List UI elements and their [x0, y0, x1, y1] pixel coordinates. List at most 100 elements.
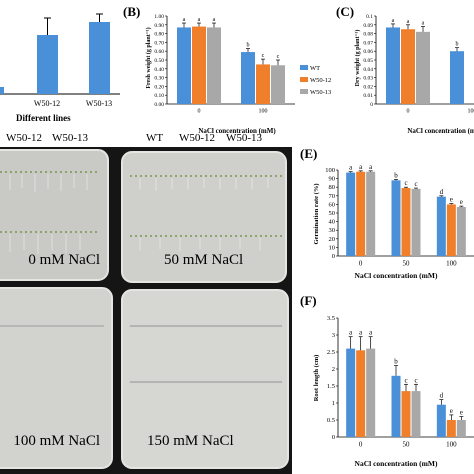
significance-letter: c — [404, 179, 407, 187]
y-tick-label: 10 — [329, 244, 336, 251]
y-tick-label: 0.10 — [154, 93, 164, 99]
bar-w50-12 — [446, 420, 456, 437]
significance-letter: b — [394, 171, 398, 179]
y-tick-label: 0.06 — [363, 49, 373, 55]
petri-plate — [121, 289, 289, 469]
panel-c: (C) Dry weight (g plant⁻¹) NaCl concentr… — [336, 4, 474, 135]
panel-e: (E) Germination rate (%) NaCl concentrat… — [300, 146, 474, 280]
bar-w50-12 — [356, 350, 366, 437]
x-tick-label: 0 — [198, 109, 201, 115]
panel-b-plot: 0.00 0.10 0.20 0.30 0.40 0.50 0.60 0.70 0.80 0.90… — [154, 14, 295, 115]
bar-w50-12 — [446, 204, 456, 256]
significance-letter: a — [407, 19, 410, 25]
significance-letter: d — [440, 188, 444, 196]
panel-c-ylabel: Dry weight (g plant⁻¹) — [354, 30, 361, 87]
panel-e-ylabel: Germination rate (%) — [313, 183, 320, 244]
panel-letter: (B) — [123, 4, 140, 19]
legend-label-w50-12: W50-12 — [310, 77, 331, 84]
y-tick-label: 0.80 — [154, 32, 164, 38]
panel-b-ylabel: Fresh weight (g plant⁻¹) — [145, 27, 152, 88]
bar-w50-13 — [366, 171, 376, 256]
y-tick-label: 2 — [332, 366, 335, 373]
legend: WT W50-12 W50-13 — [300, 65, 331, 96]
y-tick-label: 30 — [329, 227, 336, 234]
photo-column-header: W50-13 — [52, 132, 89, 144]
x-tick-label: 0 — [359, 260, 363, 268]
petri-plate — [0, 149, 109, 281]
y-tick-label: 100 — [325, 167, 335, 174]
significance-letter: c — [414, 180, 417, 188]
panel-a-tick-label: W50-13 — [86, 99, 112, 108]
significance-letter: c — [277, 54, 280, 60]
x-tick-label: 50 — [403, 260, 411, 268]
y-tick-label: 40 — [329, 219, 336, 226]
bar-wt — [436, 196, 446, 256]
significance-letter: a — [349, 164, 353, 172]
legend-label-w50-13: W50-13 — [310, 89, 331, 96]
photo-column-header: W50-12 — [6, 132, 42, 144]
panel-f-xlabel: NaCl concentration (mM) — [355, 459, 438, 468]
significance-letter: a — [422, 21, 425, 27]
significance-letter: a — [349, 329, 353, 337]
x-tick-label: 0 — [407, 109, 410, 115]
significance-letter: b — [394, 358, 398, 366]
y-tick-label: 3 — [332, 332, 335, 339]
y-tick-label: 1.00 — [154, 14, 164, 20]
y-tick-label: 2.5 — [327, 349, 335, 356]
photo-panel: W50-12 W50-13 WT W50-12 W50-13 — [0, 132, 292, 474]
significance-letter: a — [392, 18, 395, 24]
y-tick-label: 0.05 — [363, 58, 373, 64]
significance-letter: a — [359, 329, 363, 337]
x-tick-label: 0 — [359, 441, 363, 449]
panel-a-xlabel: Different lines — [16, 113, 71, 123]
legend-swatch-w50-13 — [300, 89, 308, 94]
panel-a-tick-label: W50-12 — [34, 99, 60, 108]
bar-w50-12 — [356, 171, 366, 256]
significance-letter: e — [450, 196, 453, 204]
photo-column-header: W50-12 — [179, 132, 215, 144]
significance-letter: e — [460, 409, 463, 417]
y-tick-label: 60 — [329, 201, 336, 208]
bar-w50-12 — [401, 391, 411, 437]
plate-label: 100 mM NaCl — [13, 433, 100, 449]
y-tick-label: 0.09 — [363, 23, 373, 29]
panel-a: W50-12 W50-13 Different lines — [0, 13, 120, 123]
bar-w50-13 — [456, 420, 466, 437]
bar-wt — [391, 180, 401, 256]
y-tick-label: 0.5 — [327, 417, 335, 424]
y-tick-label: 70 — [329, 193, 336, 200]
panel-letter: (F) — [300, 293, 317, 308]
y-tick-label: 80 — [329, 184, 336, 191]
significance-letter: a — [369, 329, 373, 337]
y-tick-label: 0 — [332, 253, 335, 260]
panel-letter: (E) — [300, 146, 317, 161]
bar-w50-13 — [411, 188, 421, 256]
legend-swatch-wt — [300, 65, 308, 70]
y-tick-label: 0.30 — [154, 76, 164, 82]
significance-letter: b — [247, 43, 250, 49]
x-tick-label: 50 — [403, 441, 411, 449]
significance-letter: e — [460, 198, 463, 206]
legend-swatch-w50-12 — [300, 77, 308, 82]
bar-w50-13 — [271, 65, 285, 104]
bar-wt — [450, 51, 464, 104]
y-tick-label: 0.00 — [154, 102, 164, 108]
y-tick-label: 0.1 — [366, 14, 373, 20]
legend-label-wt: WT — [310, 65, 320, 72]
y-tick-label: 0.03 — [363, 76, 373, 82]
x-tick-label: 100 — [446, 260, 457, 268]
significance-letter: a — [369, 163, 373, 171]
plate-label: 0 mM NaCl — [28, 252, 100, 268]
bar-wt — [346, 172, 356, 256]
bar-w50-13 — [366, 348, 376, 437]
photo-column-header: W50-13 — [226, 132, 263, 144]
y-tick-label: 0.07 — [363, 40, 373, 46]
plate-label: 50 mM NaCl — [164, 252, 243, 268]
panel-b: (B) Fresh weight (g plant⁻¹) NaCl concen… — [123, 4, 331, 135]
bar-wt — [386, 27, 400, 104]
y-tick-label: 3.5 — [327, 315, 335, 322]
bar-wt — [241, 52, 255, 104]
x-tick-label: 100 — [468, 109, 474, 115]
